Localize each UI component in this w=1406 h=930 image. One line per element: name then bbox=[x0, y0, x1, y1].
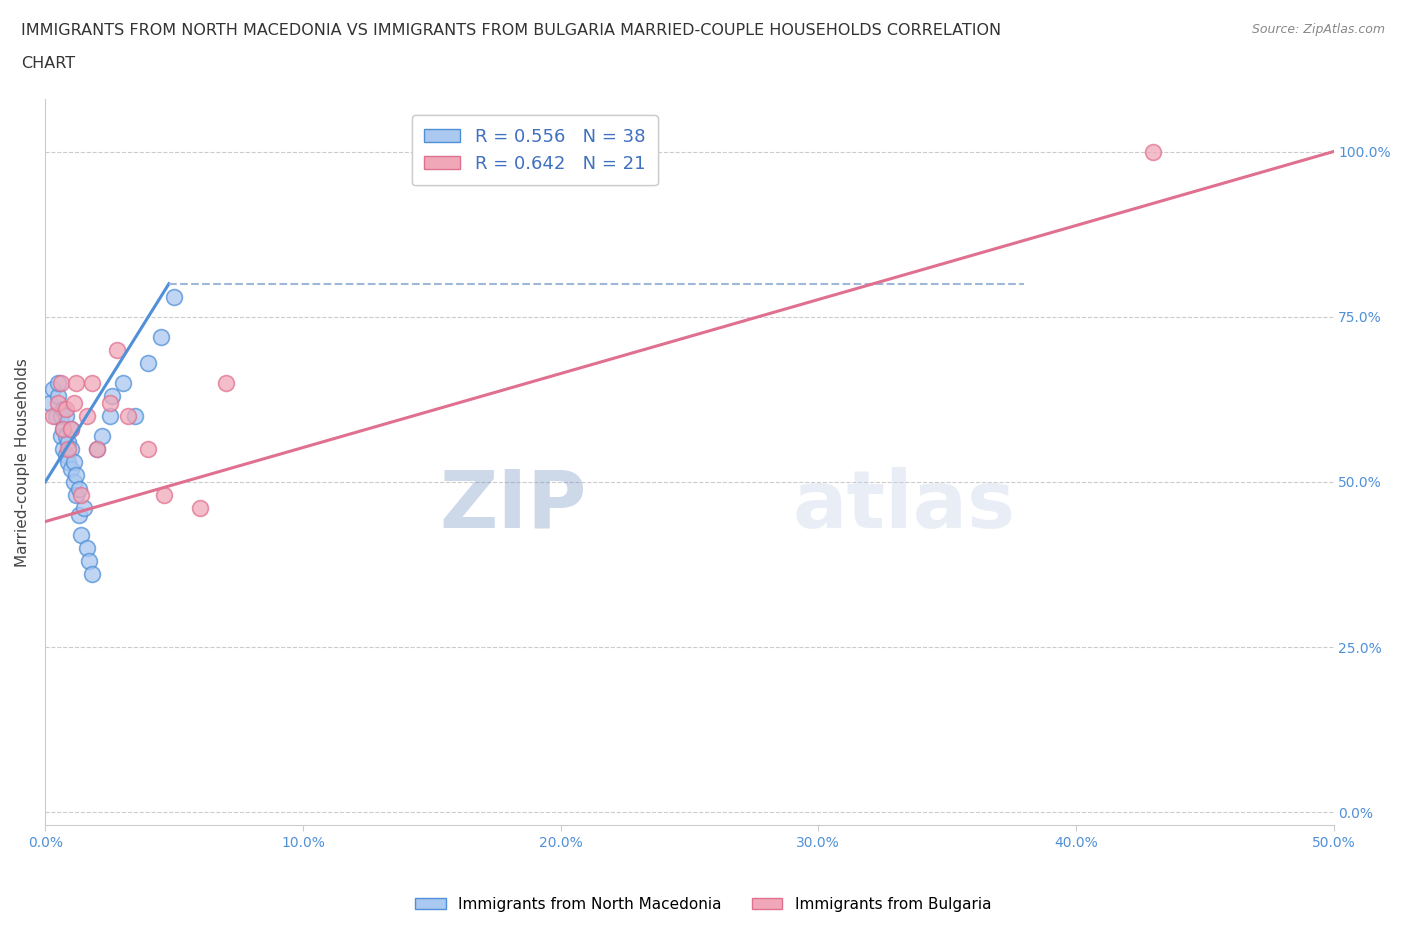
Point bbox=[76, 408, 98, 423]
Point bbox=[214, 376, 236, 391]
Point bbox=[49, 408, 72, 423]
Point bbox=[42, 382, 65, 397]
Point bbox=[46, 389, 69, 404]
Point bbox=[58, 442, 80, 457]
Point bbox=[52, 402, 75, 417]
Point bbox=[60, 421, 83, 436]
Point bbox=[60, 421, 83, 436]
Point bbox=[49, 428, 72, 443]
Point bbox=[107, 342, 129, 357]
Point bbox=[117, 408, 139, 423]
Point bbox=[111, 376, 134, 391]
Point bbox=[1142, 144, 1164, 159]
Point bbox=[60, 442, 83, 457]
Point bbox=[67, 481, 90, 496]
Text: CHART: CHART bbox=[21, 56, 75, 71]
Point bbox=[55, 402, 77, 417]
Text: Source: ZipAtlas.com: Source: ZipAtlas.com bbox=[1251, 23, 1385, 36]
Point bbox=[138, 442, 160, 457]
Text: IMMIGRANTS FROM NORTH MACEDONIA VS IMMIGRANTS FROM BULGARIA MARRIED-COUPLE HOUSE: IMMIGRANTS FROM NORTH MACEDONIA VS IMMIG… bbox=[21, 23, 1001, 38]
Legend: R = 0.556   N = 38, R = 0.642   N = 21: R = 0.556 N = 38, R = 0.642 N = 21 bbox=[412, 115, 658, 185]
Point bbox=[80, 376, 103, 391]
Point bbox=[52, 421, 75, 436]
Text: atlas: atlas bbox=[793, 467, 1015, 545]
Point bbox=[55, 408, 77, 423]
Point bbox=[98, 408, 121, 423]
Point bbox=[45, 408, 67, 423]
Point bbox=[70, 527, 93, 542]
Point bbox=[67, 508, 90, 523]
Point bbox=[76, 540, 98, 555]
Point bbox=[124, 408, 146, 423]
Point bbox=[163, 289, 186, 304]
Text: ZIP: ZIP bbox=[439, 467, 586, 545]
Point bbox=[77, 553, 100, 568]
Point bbox=[42, 408, 65, 423]
Point bbox=[52, 421, 75, 436]
Point bbox=[58, 455, 80, 470]
Point bbox=[55, 448, 77, 463]
Point bbox=[138, 355, 160, 370]
Point bbox=[80, 567, 103, 582]
Point bbox=[39, 395, 62, 410]
Point bbox=[62, 395, 84, 410]
Point bbox=[86, 442, 108, 457]
Point bbox=[65, 376, 87, 391]
Point bbox=[91, 428, 114, 443]
Point bbox=[62, 474, 84, 489]
Point bbox=[86, 442, 108, 457]
Point bbox=[55, 428, 77, 443]
Point bbox=[60, 461, 83, 476]
Point bbox=[58, 435, 80, 450]
Point bbox=[188, 501, 211, 516]
Point bbox=[46, 395, 69, 410]
Legend: Immigrants from North Macedonia, Immigrants from Bulgaria: Immigrants from North Macedonia, Immigra… bbox=[409, 891, 997, 918]
Point bbox=[46, 376, 69, 391]
Point bbox=[62, 455, 84, 470]
Point bbox=[73, 501, 96, 516]
Point bbox=[49, 376, 72, 391]
Point bbox=[65, 468, 87, 483]
Point bbox=[52, 442, 75, 457]
Point bbox=[101, 389, 124, 404]
Point bbox=[152, 487, 174, 502]
Point bbox=[98, 395, 121, 410]
Point bbox=[65, 487, 87, 502]
Point bbox=[150, 329, 173, 344]
Point bbox=[70, 487, 93, 502]
Y-axis label: Married-couple Households: Married-couple Households bbox=[15, 358, 30, 566]
